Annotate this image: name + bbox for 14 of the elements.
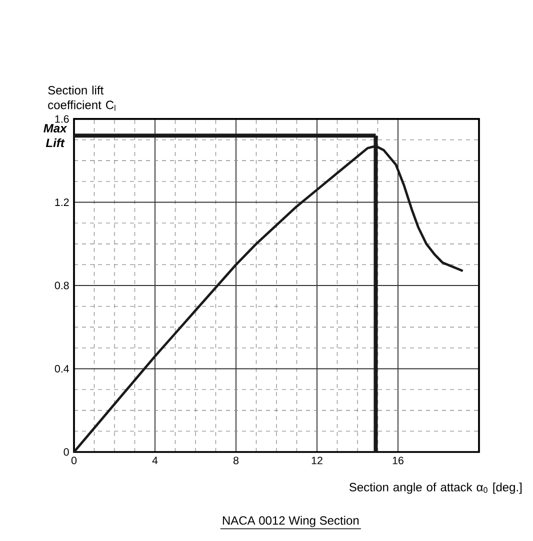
y-tick-label: 1.6	[55, 115, 69, 123]
x-axis-title: Section angle of attack α$_{0}$ [deg.]	[349, 482, 522, 494]
y-tick-label: 1.2	[55, 198, 69, 206]
x-tick-label: 12	[312, 456, 322, 464]
text: NACA 0012 Wing Section	[222, 516, 359, 528]
y-tick-label: 0	[64, 448, 69, 456]
x-tick-label: 8	[233, 456, 238, 464]
x-tick-label: 4	[152, 456, 158, 464]
x-tick-label: 16	[392, 456, 404, 464]
y-axis-title: Section lift coefficient C$_{l}$	[48, 86, 116, 111]
x-tick-label: 0	[71, 456, 77, 464]
y-tick-label: 0.4	[54, 364, 69, 373]
y-tick-label: 0.8	[54, 282, 69, 290]
ref-line-label: Max Lift	[44, 124, 68, 148]
